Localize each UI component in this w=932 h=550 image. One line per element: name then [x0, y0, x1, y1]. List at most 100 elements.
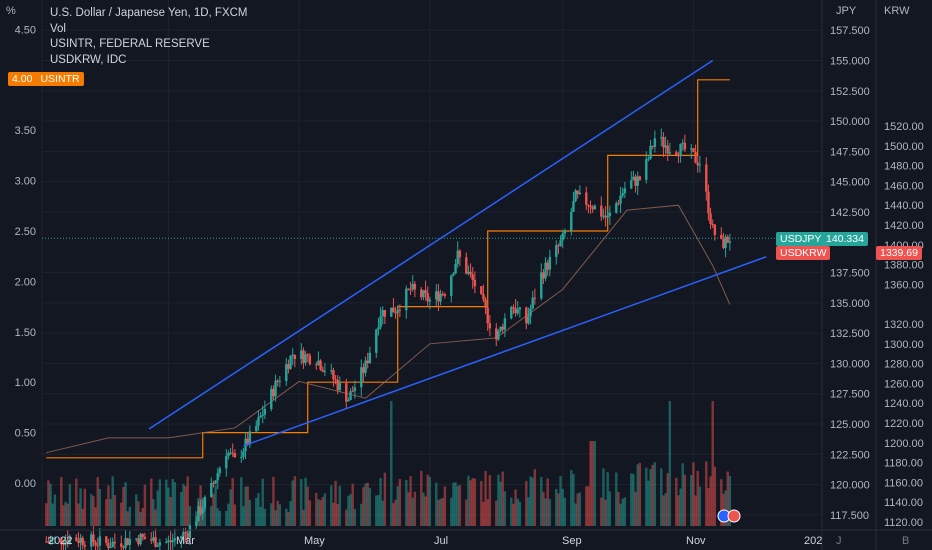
candle-body	[516, 309, 519, 314]
symbol-title[interactable]: U.S. Dollar / Japanese Yen, 1D, FXCM	[50, 7, 248, 19]
volume-bar	[683, 474, 687, 526]
volume-bar	[216, 508, 219, 526]
candle-body	[105, 536, 108, 543]
volume-bar	[49, 483, 52, 526]
volume-bar	[231, 477, 234, 526]
volume-bar	[180, 492, 183, 526]
trendlines[interactable]	[148, 59, 767, 447]
candle-body	[259, 415, 262, 418]
candle-body	[45, 541, 48, 543]
candle-body	[681, 142, 684, 144]
candle-body	[351, 391, 354, 393]
candle-body	[51, 538, 54, 540]
jpy-axis-tick: 122.500	[830, 449, 870, 461]
candle-body	[293, 354, 297, 359]
candle-body	[94, 542, 97, 546]
time-axis[interactable]: 2022 Mar May Jul Sep Nov 202 J B	[0, 529, 932, 547]
candle-body	[707, 191, 710, 214]
candle-body	[720, 234, 723, 239]
volume-bar	[94, 507, 97, 526]
volume-bar	[392, 503, 395, 526]
candle-body	[411, 283, 414, 290]
jpy-price-axis[interactable]: JPY 157.500 155.000 152.500 150.000 147.500 14…	[821, 0, 870, 550]
volume-bar	[336, 503, 339, 526]
candle-body	[62, 544, 65, 546]
volume-bar	[188, 505, 192, 526]
krw-axis-tick: 1260.00	[884, 378, 924, 390]
usintr-legend[interactable]: USINTR, FEDERAL RESERVE	[50, 38, 210, 50]
volume-bar	[165, 479, 168, 526]
candle-body	[120, 543, 123, 547]
candle-body	[111, 541, 114, 547]
candle-body	[75, 537, 78, 541]
volume-bar	[158, 479, 162, 526]
candle-body	[621, 193, 624, 196]
volume-bar	[321, 497, 324, 526]
candle-body	[229, 452, 232, 454]
usdjpy-candles	[45, 128, 732, 550]
candle-body	[531, 297, 534, 309]
volume-bar	[255, 497, 258, 526]
volume-bar	[469, 480, 472, 526]
jpy-axis-tick: 127.500	[830, 389, 870, 401]
volume-bar	[186, 476, 189, 526]
candle-body	[154, 537, 157, 547]
candle-body	[518, 307, 522, 310]
candle-body	[606, 216, 609, 218]
candle-body	[315, 364, 318, 366]
candle-body	[724, 236, 727, 249]
volume-bar	[407, 492, 410, 526]
volume-bar	[512, 503, 515, 526]
candle-body	[525, 307, 528, 324]
volume-bar	[604, 499, 607, 526]
volume-bar	[257, 493, 260, 526]
volume-bar	[660, 468, 663, 526]
volume-bar	[137, 501, 140, 526]
volume-bars	[45, 401, 732, 526]
candle-body	[709, 213, 712, 224]
left-axis-tick: 2.00	[15, 276, 36, 288]
candle-body	[660, 137, 663, 139]
volume-bar	[300, 479, 303, 526]
candle-body	[323, 370, 327, 372]
volume-bar	[503, 491, 507, 526]
volume-bar	[653, 462, 657, 526]
candle-body	[171, 540, 174, 543]
krw-axis-tick: 1240.00	[884, 398, 924, 410]
volume-bar	[559, 475, 562, 526]
krw-axis-tick: 1460.00	[884, 180, 924, 192]
volume-bar	[651, 464, 654, 526]
candle-body	[83, 544, 87, 547]
volume-bar	[677, 495, 680, 526]
usdkrw-legend[interactable]: USDKRW, IDC	[50, 53, 127, 66]
candle-body	[615, 203, 618, 213]
volume-bar	[81, 508, 84, 526]
candle-body	[368, 352, 372, 364]
volume-bar	[347, 495, 350, 526]
volume-bar	[315, 492, 318, 526]
volume-bar	[405, 480, 408, 526]
volume-bar	[587, 486, 590, 526]
volume-legend[interactable]: Vol	[50, 22, 66, 35]
left-axis-tick: 0.00	[15, 478, 36, 490]
chart-legend[interactable]: U.S. Dollar / Japanese Yen, 1D, FXCM Vol…	[50, 6, 248, 68]
candle-body	[696, 162, 699, 166]
volume-bar	[105, 499, 108, 526]
volume-bar	[308, 500, 312, 526]
volume-bar	[240, 477, 243, 526]
volume-bar	[668, 401, 672, 526]
jpy-axis-tick: 120.000	[830, 480, 870, 492]
krw-axis-tick: 1160.00	[884, 477, 923, 489]
event-flags[interactable]	[717, 509, 741, 523]
volume-bar	[420, 470, 423, 526]
candle-body	[557, 245, 560, 247]
krw-price-axis[interactable]: KRW 1520.00 1500.00 1480.00 1460.00 1440.00 14…	[875, 0, 924, 550]
candle-body	[456, 250, 459, 264]
candle-body	[233, 453, 237, 458]
candle-body	[227, 452, 230, 457]
volume-bar	[64, 501, 67, 526]
jpy-axis-tick: 130.000	[830, 358, 870, 370]
candle-body	[381, 310, 384, 317]
volume-bar	[698, 486, 702, 526]
